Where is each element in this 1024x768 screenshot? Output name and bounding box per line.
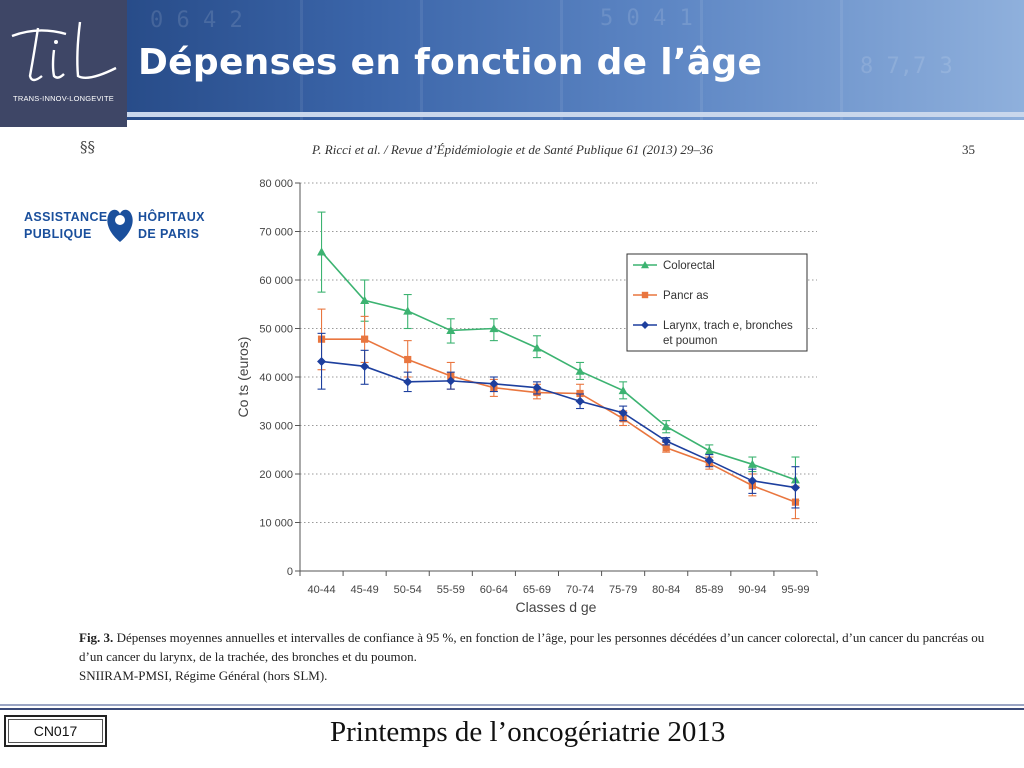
- aphp-text-1: ASSISTANCE: [24, 210, 108, 224]
- data-point: [618, 408, 628, 418]
- y-tick-label: 0: [287, 566, 293, 578]
- data-point: [361, 335, 369, 343]
- data-point: [489, 324, 499, 333]
- x-tick-label: 70-74: [566, 584, 594, 596]
- data-point: [404, 355, 412, 364]
- data-point: [575, 366, 585, 375]
- caption-text: Dépenses moyennes annuelles et intervall…: [79, 630, 985, 664]
- y-tick-labels: 0 10 000 20 000 30 000 40 000 50 000 60 000 70 …: [259, 178, 293, 578]
- y-tick-label: 50 000: [259, 324, 293, 336]
- y-tick-label: 80 000: [259, 178, 293, 190]
- data-point: [317, 356, 327, 366]
- legend-label: Colorectal: [663, 260, 715, 272]
- slide-title: Dépenses en fonction de l’âge: [138, 42, 763, 83]
- slide-code-box: CN017: [4, 715, 107, 747]
- series-line: [320, 251, 796, 481]
- x-tick-label: 55-59: [437, 584, 465, 596]
- series-line: [321, 338, 796, 503]
- x-tick-label: 85-89: [695, 584, 723, 596]
- legend-label: Larynx, trach e, bronches: [663, 320, 793, 332]
- caption-label: Fig. 3.: [79, 630, 114, 645]
- y-tick-label: 20 000: [259, 469, 293, 481]
- data-point: [403, 377, 413, 387]
- data-point: [360, 361, 370, 371]
- chart-axes: [295, 182, 818, 576]
- chart-series: [317, 211, 800, 520]
- x-tick-label: 80-84: [652, 584, 680, 596]
- data-point: [403, 306, 413, 315]
- data-point: [641, 321, 649, 329]
- x-tick-label: 40-44: [307, 584, 335, 596]
- series-line: [321, 360, 796, 489]
- x-tick-labels: 40-44 45-49 50-54 55-59 60-64 65-69 70-74 75-79…: [307, 584, 809, 596]
- cost-by-age-chart: 0 10 000 20 000 30 000 40 000 50 000 60 000 70 …: [235, 178, 818, 615]
- y-tick-label: 70 000: [259, 227, 293, 239]
- series-0: [317, 211, 800, 502]
- series-2: [317, 332, 800, 509]
- x-tick-label: 95-99: [781, 584, 809, 596]
- y-axis-label: Co ts (euros): [235, 337, 251, 418]
- data-point: [747, 459, 757, 468]
- paper-ornament: §§: [80, 138, 95, 156]
- data-point: [446, 376, 456, 386]
- aphp-text-2: PUBLIQUE: [24, 227, 92, 241]
- x-tick-label: 45-49: [351, 584, 379, 596]
- chart-grid: [300, 182, 817, 523]
- til-logo-mark: [11, 21, 117, 82]
- aphp-text-4: DE PARIS: [138, 227, 200, 241]
- footer-title: Printemps de l’oncogériatrie 2013: [330, 716, 726, 748]
- y-tick-label: 10 000: [259, 518, 293, 530]
- data-point: [641, 291, 649, 299]
- data-point: [446, 325, 456, 335]
- data-point: [747, 476, 757, 486]
- x-tick-label: 75-79: [609, 584, 637, 596]
- x-tick-label: 65-69: [523, 584, 551, 596]
- bottom-divider: [0, 704, 1024, 710]
- data-point: [532, 383, 542, 393]
- slide-code: CN017: [33, 723, 78, 739]
- data-point: [317, 247, 327, 256]
- data-point: [661, 436, 671, 446]
- data-point: [641, 261, 649, 269]
- til-logo: TRANS-INNOV-LONGEVITE: [0, 0, 127, 127]
- caption-source: SNIIRAM-PMSI, Régime Général (hors SLM).: [79, 668, 328, 683]
- data-point: [790, 483, 800, 493]
- chart-legend: Colorectal Pancr as Larynx, trach e, bronc…: [626, 253, 808, 352]
- y-tick-label: 60 000: [259, 275, 293, 287]
- legend-label: et poumon: [663, 335, 717, 347]
- data-point: [662, 444, 670, 452]
- x-tick-label: 90-94: [738, 584, 766, 596]
- aphp-logo: ASSISTANCE PUBLIQUE HÔPITAUX DE PARIS: [24, 206, 210, 246]
- logo-tagline: TRANS-INNOV-LONGEVITE: [13, 94, 114, 103]
- data-point: [532, 343, 542, 352]
- x-axis-label: Classes d ge: [516, 599, 597, 615]
- y-tick-label: 30 000: [259, 421, 293, 433]
- aphp-text-3: HÔPITAUX: [138, 210, 205, 224]
- y-tick-label: 40 000: [259, 372, 293, 384]
- figure-caption: Fig. 3. Dépenses moyennes annuelles et i…: [79, 628, 989, 685]
- x-tick-label: 60-64: [480, 584, 508, 596]
- heart-icon: [107, 209, 133, 242]
- data-point: [575, 396, 585, 406]
- data-point: [661, 421, 671, 431]
- data-point: [704, 446, 714, 455]
- data-point: [618, 386, 628, 395]
- data-point: [360, 295, 370, 304]
- data-point: [489, 379, 499, 389]
- x-tick-label: 50-54: [394, 584, 422, 596]
- legend-label: Pancr as: [663, 290, 709, 302]
- slide-header: 0 6 4 2 8 7,7 3 5 0 4 1: [0, 0, 1024, 120]
- data-point: [704, 455, 714, 465]
- paper-running-header: P. Ricci et al. / Revue d’Épidémiologie …: [312, 142, 713, 157]
- paper-page-number: 35: [962, 142, 975, 157]
